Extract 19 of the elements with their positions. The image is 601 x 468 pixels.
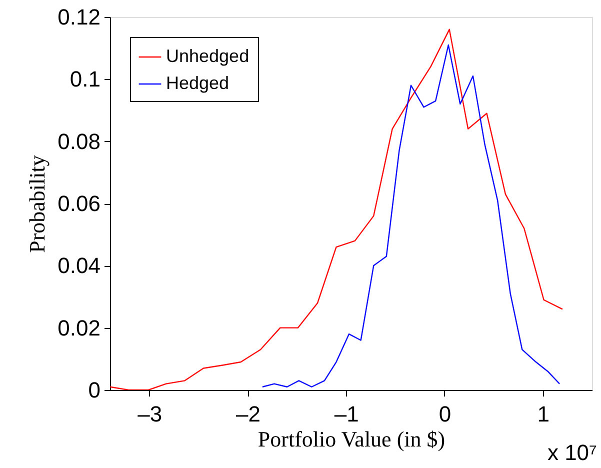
y-tick-label: 0.04 [58, 253, 100, 278]
text: x 10⁷ [547, 440, 598, 465]
y-tick-label: 0.06 [58, 191, 100, 216]
line-series [110, 28, 564, 390]
y-tick-label: 0.02 [58, 315, 100, 340]
y-tick-label: 0.08 [58, 128, 100, 154]
legend-label: Hedged [166, 73, 230, 93]
line-series [262, 44, 560, 388]
x-tick-label: –2 [236, 402, 260, 426]
y-axis-title: Probability [24, 155, 50, 253]
x-tick-label: 0 [438, 402, 452, 426]
x-tick-label: –3 [138, 402, 162, 426]
x-axis-title: Portfolio Value (in $) [258, 426, 446, 452]
x-tick-label: –1 [334, 402, 359, 426]
y-tick-label: 0.12 [58, 4, 100, 30]
x-tick-label: 1 [537, 402, 550, 426]
y-tick-label: 0 [88, 378, 100, 402]
legend-label: Unhedged [166, 46, 250, 66]
y-tick-label: 0.1 [70, 66, 100, 92]
